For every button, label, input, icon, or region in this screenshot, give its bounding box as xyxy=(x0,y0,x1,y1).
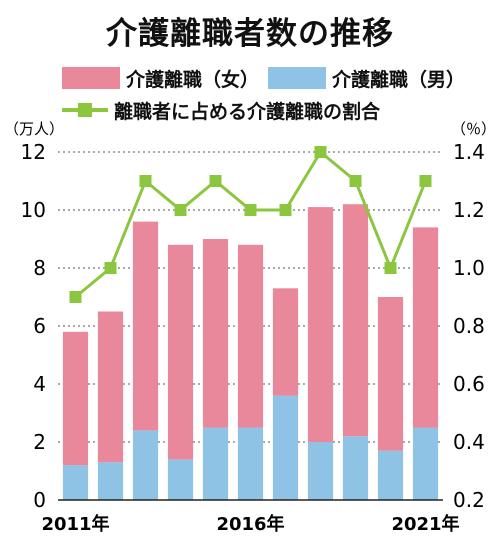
legend-item-ratio: 離職者に占める介護離職の割合 xyxy=(62,98,381,123)
y-left-tick-label: 2 xyxy=(33,430,46,454)
y-left-tick-label: 6 xyxy=(33,314,46,338)
bar-female xyxy=(377,297,404,451)
bar-male xyxy=(342,436,369,500)
ratio-marker xyxy=(419,175,432,187)
bar-male xyxy=(62,465,89,500)
chart-title: 介護離職者数の推移 xyxy=(106,16,394,52)
bar-female xyxy=(342,204,369,437)
legend-item-female: 介護離職（女） xyxy=(62,66,260,91)
y-left-tick-label: 12 xyxy=(21,140,46,164)
bar-female xyxy=(97,311,124,463)
bar-male xyxy=(237,427,264,500)
bar-male xyxy=(272,395,299,500)
ratio-marker xyxy=(139,175,152,187)
y-right-tick-label: 1.2 xyxy=(453,198,485,222)
y-left-tick-label: 8 xyxy=(33,256,46,280)
bar-female xyxy=(202,239,229,428)
ratio-marker xyxy=(279,204,292,216)
bar-male xyxy=(412,427,439,500)
bar-male xyxy=(202,427,229,500)
x-tick-label: 2021年 xyxy=(391,513,459,535)
bar-male xyxy=(377,450,404,500)
legend-swatch-female xyxy=(62,67,120,89)
y-left-tick-label: 4 xyxy=(33,372,46,396)
y-left-unit-label: （万人） xyxy=(4,120,64,138)
ratio-marker xyxy=(104,262,117,274)
y-right-unit-label: （％） xyxy=(451,120,496,138)
y-right-tick-label: 0.2 xyxy=(453,488,485,512)
ratio-marker xyxy=(384,262,397,274)
ratio-marker xyxy=(314,146,327,158)
ratio-marker xyxy=(69,291,82,303)
legend-label-ratio: 離職者に占める介護離職の割合 xyxy=(114,100,381,123)
y-left-tick-label: 10 xyxy=(21,198,46,222)
bar-male xyxy=(167,459,194,500)
bar-male xyxy=(307,442,334,500)
bar-male xyxy=(97,462,124,500)
y-right-tick-label: 0.8 xyxy=(453,314,485,338)
x-tick-label: 2016年 xyxy=(216,513,284,535)
y-right-tick-label: 0.4 xyxy=(453,430,485,454)
bar-female xyxy=(132,221,159,431)
ratio-marker xyxy=(244,204,257,216)
y-right-tick-label: 1.0 xyxy=(453,256,485,280)
legend-label-male: 介護離職（男） xyxy=(332,68,466,91)
ratio-marker xyxy=(209,175,222,187)
legend-item-male: 介護離職（男） xyxy=(268,66,466,91)
bar-female xyxy=(272,288,299,396)
legend-swatch-male xyxy=(268,67,326,89)
bar-female xyxy=(237,244,264,428)
bar-female xyxy=(167,244,194,460)
y-left-tick-label: 0 xyxy=(33,488,46,512)
ratio-marker xyxy=(174,204,187,216)
ratio-marker xyxy=(349,175,362,187)
bar-female xyxy=(62,331,89,466)
legend-line-ratio xyxy=(62,99,108,121)
bar-female xyxy=(307,207,334,442)
legend-label-female: 介護離職（女） xyxy=(126,68,260,91)
bar-female xyxy=(412,227,439,428)
y-right-tick-label: 0.6 xyxy=(453,372,485,396)
bar-male xyxy=(132,430,159,500)
y-right-tick-label: 1.4 xyxy=(453,140,485,164)
x-tick-label: 2011年 xyxy=(41,513,109,535)
